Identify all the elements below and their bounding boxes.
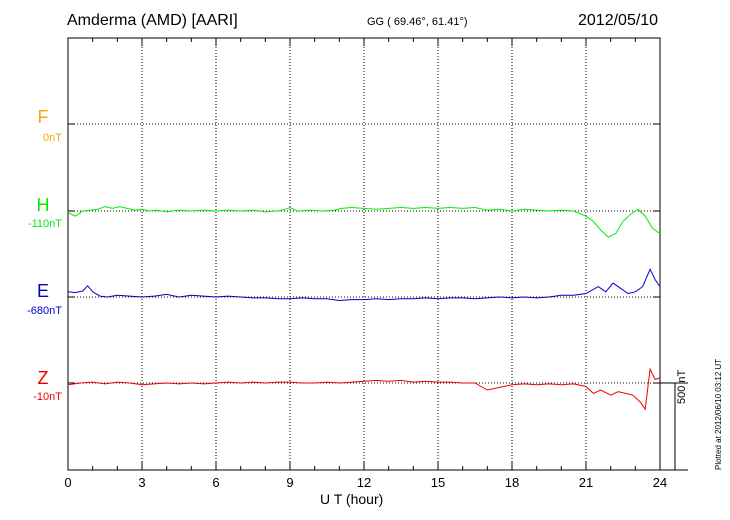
channel-name-e: E bbox=[36, 281, 49, 301]
channel-baseline-z: -10nT bbox=[33, 391, 62, 403]
plot-date: 2012/05/10 bbox=[578, 12, 659, 29]
channel-baseline-e: -680nT bbox=[27, 305, 62, 317]
x-tick-label: 0 bbox=[64, 475, 71, 490]
channel-name-h: H bbox=[36, 195, 50, 215]
station-coords: GG ( 69.46°, 61.41°) bbox=[367, 16, 468, 28]
x-tick-label: 21 bbox=[579, 475, 593, 490]
x-tick-label: 15 bbox=[431, 475, 445, 490]
series-line-z bbox=[67, 367, 661, 411]
channel-name-z: Z bbox=[37, 368, 49, 388]
channel-baseline-f: 0nT bbox=[43, 132, 62, 144]
x-tick-label: 18 bbox=[505, 475, 519, 490]
series-line-e bbox=[67, 267, 661, 302]
x-tick-label: 12 bbox=[357, 475, 371, 490]
x-tick-label: 24 bbox=[653, 475, 667, 490]
station-title: Amderma (AMD) [AARI] bbox=[67, 12, 238, 29]
x-tick-label: 9 bbox=[286, 475, 293, 490]
x-tick-label: 3 bbox=[138, 475, 145, 490]
channel-name-f: F bbox=[37, 107, 49, 127]
plotted-timestamp: Plotted at 2012/06/10 03:12 UT bbox=[714, 358, 723, 470]
x-axis-label: U T (hour) bbox=[320, 491, 384, 507]
channel-baseline-h: -110nT bbox=[27, 218, 62, 230]
series-line-h bbox=[67, 206, 661, 238]
x-tick-label: 6 bbox=[212, 475, 219, 490]
scale-bar-label: 500 nT bbox=[676, 369, 688, 404]
